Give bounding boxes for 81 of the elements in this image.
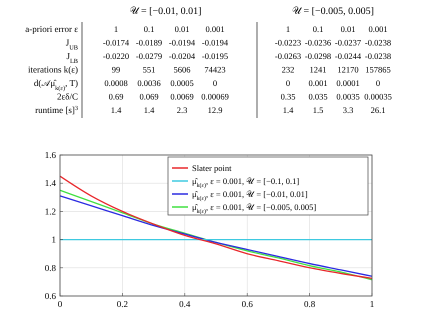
legend-label: Slater point: [192, 163, 232, 173]
data-label: -0.0194: [202, 38, 229, 48]
data-label: 12170: [337, 64, 359, 74]
x-tick-label: 0.4: [179, 299, 191, 309]
data-label: 2.3: [176, 105, 188, 115]
data-label: 0.0069: [170, 92, 194, 102]
x-tick-label: 0.2: [116, 299, 128, 309]
data-label: 157865: [365, 64, 391, 74]
y-tick-label: d(𝒜μ̂$_{k(ε)}$, T): [34, 78, 78, 92]
data-label: 0.69: [108, 92, 124, 102]
data-label: 0.00069: [201, 92, 229, 102]
x-tick-label: 0.001: [368, 24, 388, 34]
data-label: 0.001: [308, 78, 328, 88]
data-label: 0.0008: [104, 78, 128, 88]
data-label: 0: [376, 78, 380, 88]
y-tick-label: 1.4: [44, 178, 56, 188]
legend-label: μ̂$_{k(ε)}$, ε = 0.001, 𝒰 = [−0.1, 0.1]: [192, 176, 300, 189]
x-tick-label: 1: [114, 24, 118, 34]
data-label: 0.069: [139, 92, 159, 102]
data-label: -0.0194: [168, 38, 196, 48]
data-label: 1241: [310, 64, 326, 74]
x-axis-title: a-priori error ε: [25, 24, 78, 34]
y-tick-label: J$_{LB}$: [66, 51, 78, 64]
data-label: 1.4: [110, 105, 122, 115]
y-tick-label: 0.6: [44, 291, 56, 301]
x-tick-label: 0.001: [205, 24, 225, 34]
y-tick-label: J$_{UB}$: [66, 38, 78, 51]
x-tick-label: 0.6: [242, 299, 254, 309]
data-label: 232: [282, 64, 294, 74]
data-label: 99: [112, 64, 120, 74]
x-tick-label: 0.1: [312, 24, 324, 34]
data-label: 1.5: [312, 105, 324, 115]
x-tick-label: 0: [58, 299, 63, 309]
x-tick-label: 0.01: [340, 24, 356, 34]
chart-title: 𝒰 = [−0.01, 0.01]: [130, 6, 202, 17]
data-label: 0.0036: [137, 78, 161, 88]
data-label: -0.0236: [304, 38, 332, 48]
data-label: 551: [142, 64, 156, 74]
legend-label: μ̂$_{k(ε)}$, ε = 0.001, 𝒰 = [−0.005, 0.005]: [192, 202, 316, 215]
legend-label: μ̂$_{k(ε)}$, ε = 0.001, 𝒰 = [−0.01, 0.01]: [192, 189, 308, 202]
data-label: 3.3: [342, 105, 354, 115]
data-label: 0.035: [308, 92, 328, 102]
y-tick-label: 0.8: [44, 262, 56, 273]
data-label: -0.0238: [364, 38, 392, 48]
data-label: 0.00035: [364, 92, 392, 102]
data-label: 26.1: [370, 105, 386, 115]
data-label: 0: [286, 78, 290, 88]
data-label: -0.0189: [136, 38, 162, 48]
data-label: -0.0237: [334, 38, 362, 48]
x-tick-label: 0.8: [304, 299, 316, 309]
data-label: -0.0223: [274, 38, 302, 48]
chart-title: 𝒰 = [−0.005, 0.005]: [292, 6, 374, 17]
x-tick-label: 0.01: [174, 24, 190, 34]
y-tick-label: 2εδ/C: [56, 92, 78, 102]
data-label: -0.0195: [202, 51, 228, 61]
data-label: 1.4: [282, 105, 294, 115]
data-label: 0.35: [280, 92, 296, 102]
x-tick-label: 1: [370, 299, 374, 309]
data-label: 12.9: [208, 105, 222, 115]
data-label: -0.0204: [168, 51, 196, 61]
y-tick-label: 1.6: [44, 150, 56, 160]
data-label: 1.4: [144, 105, 156, 115]
data-label: -0.0279: [136, 51, 162, 61]
data-label: -0.0244: [334, 51, 362, 61]
data-label: 0: [212, 78, 218, 88]
y-tick-label: 1.2: [44, 206, 56, 216]
x-tick-label: 1: [286, 24, 290, 34]
data-label: 74423: [204, 64, 226, 74]
data-label: 0.0035: [336, 92, 360, 102]
data-label: -0.0298: [304, 51, 332, 61]
y-tick-label: iterations k(ε): [28, 64, 78, 74]
x-tick-label: 0.1: [144, 24, 154, 34]
data-label: -0.0220: [102, 51, 130, 61]
y-tick-label: runtime [s]$^{3}$: [35, 104, 78, 115]
data-label: -0.0238: [364, 51, 392, 61]
data-label: 5606: [174, 64, 190, 74]
data-label: -0.0263: [274, 51, 302, 61]
data-label: 0.0005: [170, 78, 194, 88]
y-tick-label: 1: [52, 234, 56, 245]
data-label: -0.0174: [102, 38, 130, 48]
data-label: 0.0001: [336, 78, 360, 88]
